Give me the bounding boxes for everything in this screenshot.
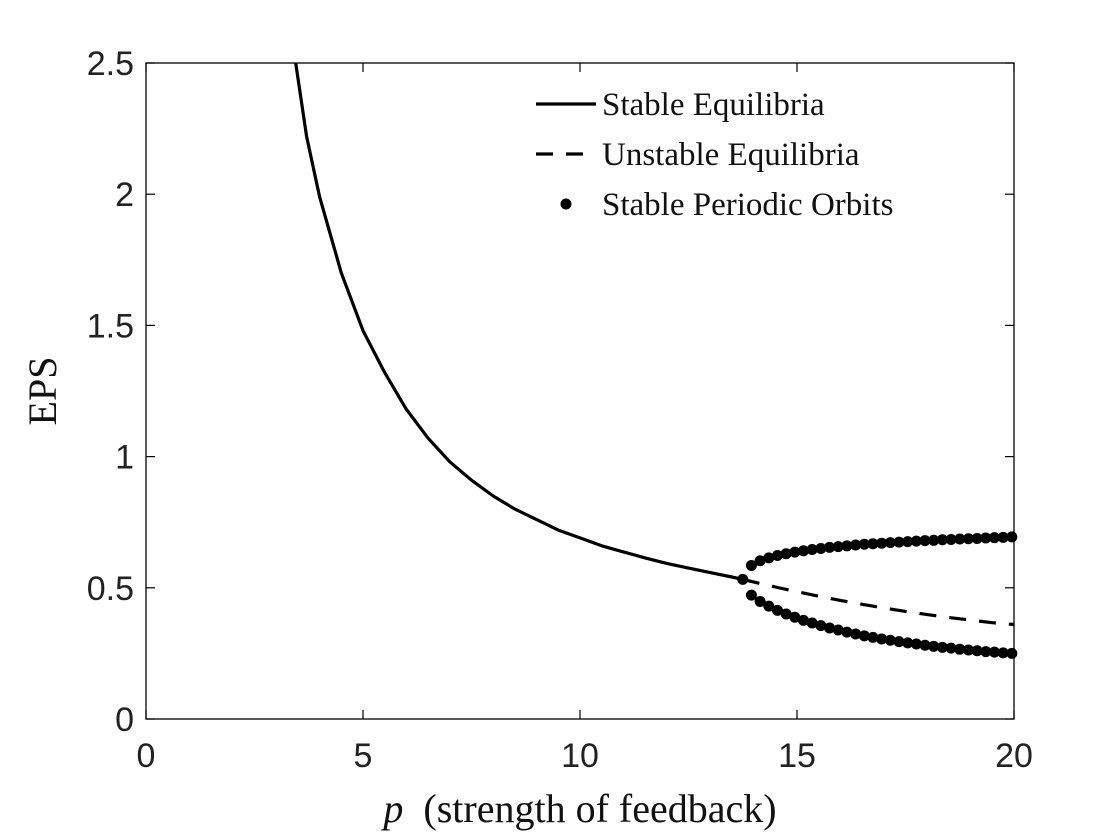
periodic-orbit-point [902,536,914,548]
periodic-orbit-point [945,534,957,546]
periodic-orbit-point [867,538,879,550]
periodic-orbit-point [824,541,836,553]
periodic-orbit-point [815,542,827,554]
periodic-orbit-point [1006,531,1018,543]
periodic-orbit-point [954,643,966,655]
periodic-orbit-point [919,639,931,651]
x-tick-labels: 0 5 10 15 20 [137,737,1033,775]
periodic-orbit-point [763,600,775,612]
periodic-orbit-point [971,532,983,544]
periodic-orbit-point [936,534,948,546]
legend-periodic-orbits-marker [560,198,572,210]
periodic-orbit-point [919,535,931,547]
periodic-orbit-point [1006,647,1018,659]
periodic-orbit-point [754,555,766,567]
periodic-orbit-point [962,644,974,656]
periodic-orbit-point [780,608,792,620]
periodic-orbit-point [841,626,853,638]
periodic-orbit-point [867,631,879,643]
periodic-orbit-point [876,633,888,645]
periodic-orbit-point [789,546,801,558]
y-axis-title: EPS [20,357,65,426]
plot-area [145,62,1015,720]
x-tick-label: 5 [354,737,373,775]
periodic-orbit-point [980,532,992,544]
periodic-orbit-point [884,537,896,549]
periodic-orbit-point [893,636,905,648]
periodic-orbit-point [737,573,749,585]
periodic-orbit-point [754,595,766,607]
periodic-orbit-point [884,634,896,646]
periodic-orbit-point [832,541,844,553]
periodic-orbit-point [798,614,810,626]
stable-equilibria-line [294,62,744,581]
periodic-orbit-point [789,611,801,623]
y-tick-labels: 0 0.5 1 1.5 2 2.5 [87,45,134,739]
y-tick-label: 1 [115,439,134,477]
legend-stable-equilibria-label: Stable Equilibria [602,87,825,123]
periodic-orbit-point [988,646,1000,658]
series-layer [294,62,1018,659]
x-tick-label: 15 [778,737,816,775]
stable-periodic-orbits-markers [737,531,1018,659]
periodic-orbit-point [962,533,974,545]
periodic-orbit-point [988,532,1000,544]
periodic-orbit-point [928,534,940,546]
y-tick-label: 2.5 [87,45,134,83]
periodic-orbit-point [936,641,948,653]
periodic-orbit-point [850,628,862,640]
y-tick-label: 0.5 [87,570,134,608]
x-axis-variable: p [380,786,403,831]
periodic-orbit-point [954,533,966,545]
periodic-orbit-point [832,624,844,636]
periodic-orbit-point [902,637,914,649]
periodic-orbit-point [745,589,757,601]
periodic-orbit-point [798,545,810,557]
x-tick-label: 0 [137,737,156,775]
periodic-orbit-point [745,559,757,571]
periodic-orbit-point [763,552,775,564]
periodic-orbit-point [806,543,818,555]
legend-periodic-orbits-label: Stable Periodic Orbits [602,187,893,223]
x-tick-label: 10 [561,737,599,775]
y-tick-label: 1.5 [87,307,134,345]
x-axis-title: p (strength of feedback) [380,786,776,831]
periodic-orbit-point [824,622,836,634]
periodic-orbit-point [910,638,922,650]
periodic-orbit-point [945,642,957,654]
periodic-orbit-point [780,548,792,560]
periodic-orbit-point [850,539,862,551]
y-tick-label: 2 [115,176,134,214]
periodic-orbit-point [771,604,783,616]
periodic-orbit-point [858,630,870,642]
periodic-orbit-point [858,538,870,550]
x-axis-description: (strength of feedback) [423,786,776,831]
axis-ticks [145,62,1015,720]
periodic-orbit-point [980,646,992,658]
x-tick-label: 20 [995,737,1033,775]
periodic-orbit-point [997,647,1009,659]
periodic-orbit-point [910,535,922,547]
y-tick-label: 0 [115,701,134,739]
periodic-orbit-point [928,640,940,652]
periodic-orbit-point [841,540,853,552]
periodic-orbit-point [971,645,983,657]
periodic-orbit-point [876,537,888,549]
periodic-orbit-point [893,536,905,548]
legend: Stable Equilibria Unstable Equilibria St… [536,87,893,223]
periodic-orbit-point [997,531,1009,543]
periodic-orbit-point [815,620,827,632]
legend-unstable-equilibria-label: Unstable Equilibria [602,137,860,173]
periodic-orbit-point [806,617,818,629]
periodic-orbit-point [771,550,783,562]
